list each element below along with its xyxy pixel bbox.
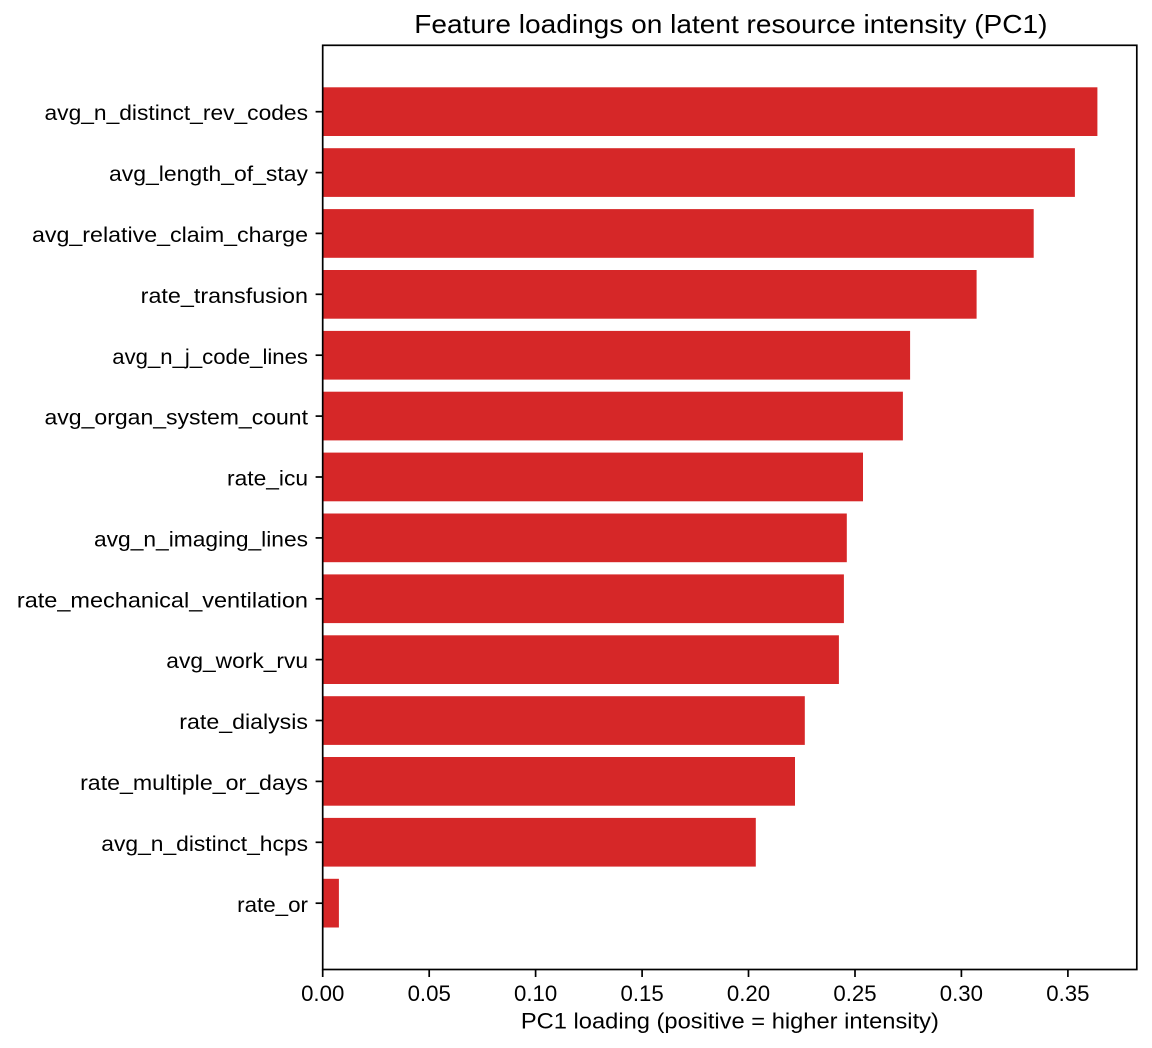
svg-text:rate_dialysis: rate_dialysis	[179, 711, 308, 734]
svg-text:0.35: 0.35	[1046, 981, 1089, 1006]
svg-text:PC1 loading (positive = higher: PC1 loading (positive = higher intensity…	[521, 1008, 939, 1033]
svg-text:rate_multiple_or_days: rate_multiple_or_days	[80, 772, 308, 795]
svg-text:avg_n_distinct_hcps: avg_n_distinct_hcps	[101, 833, 308, 856]
svg-text:0.05: 0.05	[408, 981, 451, 1006]
svg-text:avg_length_of_stay: avg_length_of_stay	[109, 163, 309, 186]
svg-text:0.25: 0.25	[833, 981, 876, 1006]
svg-text:avg_n_j_code_lines: avg_n_j_code_lines	[112, 346, 308, 369]
svg-text:avg_organ_system_count: avg_organ_system_count	[45, 407, 309, 430]
svg-text:0.30: 0.30	[940, 981, 983, 1006]
svg-text:0.00: 0.00	[301, 981, 344, 1006]
svg-text:rate_mechanical_ventilation: rate_mechanical_ventilation	[17, 589, 308, 612]
svg-text:avg_n_imaging_lines: avg_n_imaging_lines	[94, 529, 308, 552]
svg-text:0.20: 0.20	[727, 981, 770, 1006]
svg-text:rate_or: rate_or	[237, 894, 308, 917]
svg-text:rate_icu: rate_icu	[227, 468, 308, 491]
svg-text:0.15: 0.15	[621, 981, 664, 1006]
svg-text:avg_n_distinct_rev_codes: avg_n_distinct_rev_codes	[45, 102, 309, 125]
svg-text:0.10: 0.10	[514, 981, 557, 1006]
svg-text:Feature loadings on latent res: Feature loadings on latent resource inte…	[414, 9, 1047, 39]
svg-text:avg_work_rvu: avg_work_rvu	[166, 650, 308, 673]
svg-text:avg_relative_claim_charge: avg_relative_claim_charge	[32, 224, 308, 247]
svg-text:rate_transfusion: rate_transfusion	[141, 285, 308, 308]
